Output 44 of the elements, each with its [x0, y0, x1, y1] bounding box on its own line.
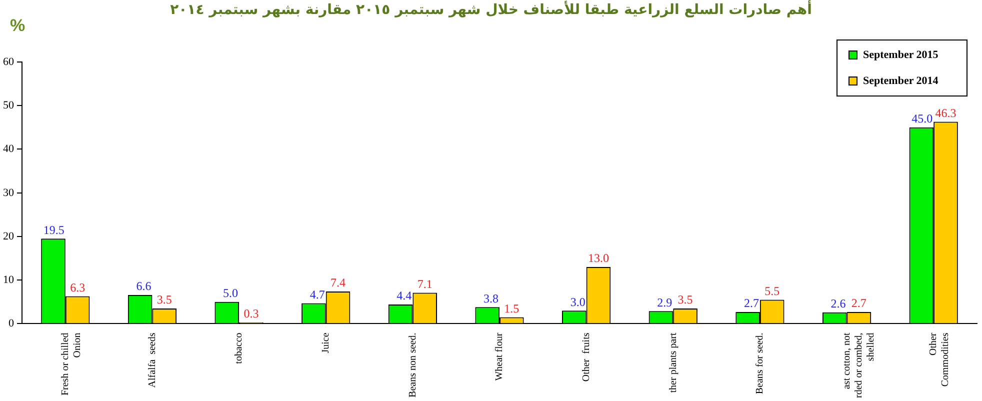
y-tick-label: 30: [3, 186, 14, 199]
x-tick-label: ast cotton, not rded or combed, shelled: [841, 332, 876, 398]
y-tick-label: 0: [8, 318, 14, 330]
x-tick-label: Beans non seed.: [407, 332, 418, 398]
data-label: 4.4: [396, 288, 412, 303]
chart-title: أهم صادرات السلع الزراعية طبقا للأصناف خلال شهر سبتمبر ٢٠١٥ مقارنة بشهر سبتمبر ٢٠١٤: [170, 2, 812, 18]
data-label: 13.0: [588, 251, 609, 266]
data-label: 0.3: [244, 306, 259, 321]
x-tick-label: Beans for seed.: [754, 332, 766, 394]
data-label: 3.5: [678, 292, 693, 307]
y-tick-label: 20: [3, 230, 14, 242]
legend-label: September 2014: [863, 74, 939, 87]
legend-label: September 2015: [863, 48, 939, 61]
data-label: 5.0: [223, 286, 238, 300]
data-label: 2.9: [657, 295, 672, 310]
data-label: 3.8: [484, 291, 498, 306]
y-tick-label: 40: [3, 143, 14, 156]
data-label: 7.4: [330, 276, 346, 290]
x-tick-label: Wheat flour: [494, 332, 506, 381]
data-label: 1.5: [504, 301, 520, 316]
data-label: 6.3: [70, 280, 86, 294]
data-label: 3.0: [570, 294, 586, 309]
x-tick-label: Alfalfa seeds: [146, 332, 158, 388]
data-label: 3.5: [156, 292, 172, 307]
data-label: 45.0: [912, 112, 933, 126]
data-label: 19.5: [43, 222, 64, 237]
y-axis-title: %: [10, 16, 26, 36]
data-label: 5.5: [764, 284, 780, 298]
data-label: 6.6: [136, 279, 152, 294]
x-tick-label: tobacco: [234, 332, 245, 364]
data-label: 2.7: [851, 296, 866, 310]
data-label: 4.7: [310, 287, 325, 302]
data-label: 46.3: [935, 106, 956, 120]
data-label: 2.7: [744, 296, 759, 310]
data-label: 7.1: [417, 276, 432, 291]
y-tick-label: 10: [3, 274, 14, 286]
x-tick-label: Fresh or chilled Onion: [60, 332, 84, 396]
x-tick-label: Other fruits: [580, 332, 592, 382]
x-tick-label: ther plants part: [668, 332, 679, 393]
x-tick-label: Juice: [320, 332, 332, 354]
y-tick-label: 60: [3, 56, 14, 68]
x-tick-label: Other Commodities: [928, 332, 952, 387]
data-label: 2.6: [830, 296, 846, 311]
y-tick-label: 50: [3, 100, 14, 112]
